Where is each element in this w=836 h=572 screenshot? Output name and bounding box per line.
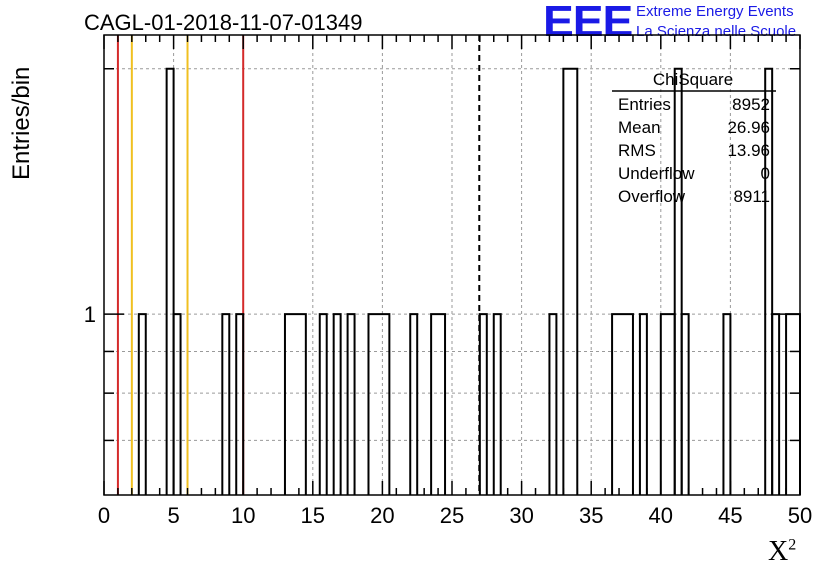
histogram-bin (764, 67, 774, 495)
x-tick-label: 25 (440, 503, 464, 528)
histogram-bin (680, 313, 690, 495)
stats-row-value: 0 (761, 164, 770, 183)
stats-row-label: Mean (618, 118, 661, 137)
histogram-bin (722, 313, 732, 495)
stats-row-value: 8911 (733, 187, 770, 206)
x-tick-label: 40 (649, 503, 673, 528)
x-tick-label: 15 (301, 503, 325, 528)
stats-row-value: 26.96 (727, 118, 770, 137)
x-axis-label-base: X (768, 536, 789, 567)
histogram-bin (638, 313, 648, 495)
histogram-bin (346, 313, 356, 495)
histogram-bin (137, 313, 147, 495)
x-tick-label: 45 (718, 503, 742, 528)
stats-row-label: Entries (618, 95, 671, 114)
grid (104, 35, 800, 495)
histogram-bin (221, 313, 231, 495)
stats-row-label: Underflow (618, 164, 695, 183)
y-tick-label: 1 (84, 302, 96, 327)
stats-row-value: 8952 (732, 95, 770, 114)
histogram-bins (137, 67, 801, 495)
plot-frame: 0 5 10 15 20 25 30 35 40 45 50 1 (84, 34, 812, 528)
histogram-bin (478, 313, 488, 495)
x-tick-label: 35 (579, 503, 603, 528)
x-tick-label: 10 (231, 503, 255, 528)
histogram-bin (673, 67, 683, 495)
stats-box: ChiSquare Entries 8952 Mean 26.96 RMS 13.96 Und… (612, 70, 776, 206)
histogram-bin (771, 313, 781, 495)
histogram-bin (492, 313, 502, 495)
x-tick-label: 30 (509, 503, 533, 528)
histogram-bin (785, 313, 801, 495)
histogram-bin (430, 313, 447, 495)
histogram-bin (548, 313, 558, 495)
x-axis-label: X2 (768, 536, 796, 568)
histogram-bin (283, 313, 307, 495)
histogram-bin (562, 67, 579, 495)
chart-title: CAGL-01-2018-11-07-01349 (84, 10, 363, 35)
stats-row-label: Overflow (618, 187, 686, 206)
stats-title: ChiSquare (653, 70, 733, 89)
histogram-bin (611, 313, 634, 495)
histogram-bin (659, 313, 676, 495)
histogram-bin (332, 313, 342, 495)
stats-row-label: RMS (618, 141, 656, 160)
histogram-bin (409, 313, 419, 495)
x-tick-label: 50 (788, 503, 812, 528)
histogram-bin (318, 313, 328, 495)
logo-line-1: Extreme Energy Events (636, 3, 794, 20)
stats-row-value: 13.96 (727, 141, 770, 160)
x-tick-label: 5 (167, 503, 179, 528)
histogram-bin (367, 313, 391, 495)
histogram-bin (235, 313, 245, 495)
histogram-bin (165, 67, 175, 495)
reference-lines (116, 35, 481, 495)
x-tick-label: 20 (370, 503, 394, 528)
histogram-bin (172, 313, 182, 495)
x-tick-label: 0 (98, 503, 110, 528)
x-axis-label-superscript: 2 (788, 536, 797, 554)
